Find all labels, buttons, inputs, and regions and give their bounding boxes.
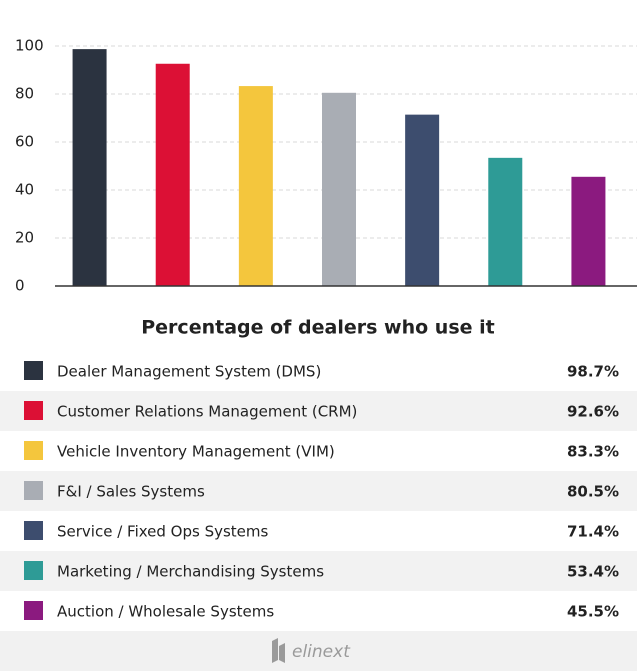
legend-label: Vehicle Inventory Management (VIM): [57, 443, 335, 461]
legend-swatch: [24, 481, 43, 500]
bar: [322, 92, 356, 286]
bar: [488, 157, 523, 286]
legend-swatch: [24, 361, 43, 380]
value-label: 80.5%: [567, 483, 619, 501]
value-label: 83.3%: [567, 443, 619, 461]
logo: elinext: [292, 642, 351, 662]
row-background: [0, 551, 637, 591]
legend-swatch: [24, 521, 43, 540]
bar: [238, 86, 273, 286]
value-label: 92.6%: [567, 403, 619, 421]
legend-swatch: [24, 401, 43, 420]
y-tick-label: 40: [15, 181, 34, 199]
legend-label: Marketing / Merchandising Systems: [57, 563, 324, 581]
legend-label: Service / Fixed Ops Systems: [57, 523, 269, 541]
row-background: [0, 391, 637, 431]
value-label: 53.4%: [567, 563, 619, 581]
footer: [0, 631, 637, 671]
value-label: 71.4%: [567, 523, 619, 541]
row-background: [0, 471, 637, 511]
y-tick-label: 0: [15, 277, 25, 295]
legend-swatch: [24, 561, 43, 580]
value-label: 45.5%: [567, 603, 619, 621]
legend-label: Dealer Management System (DMS): [57, 363, 321, 381]
legend-swatch: [24, 601, 43, 620]
y-tick-label: 80: [15, 85, 34, 103]
bar: [155, 63, 190, 287]
legend-swatch: [24, 441, 43, 460]
logo-icon: [272, 638, 285, 663]
y-tick-label: 20: [15, 229, 34, 247]
bar: [405, 114, 440, 286]
bar: [571, 176, 606, 286]
bar: [72, 49, 107, 287]
legend-label: Customer Relations Management (CRM): [57, 403, 357, 421]
y-tick-label: 100: [15, 37, 44, 55]
legend-label: Auction / Wholesale Systems: [57, 603, 274, 621]
legend-label: F&I / Sales Systems: [57, 483, 205, 501]
y-tick-label: 60: [15, 133, 34, 151]
chart-title: Percentage of dealers who use it: [141, 317, 494, 339]
value-label: 98.7%: [567, 363, 619, 381]
